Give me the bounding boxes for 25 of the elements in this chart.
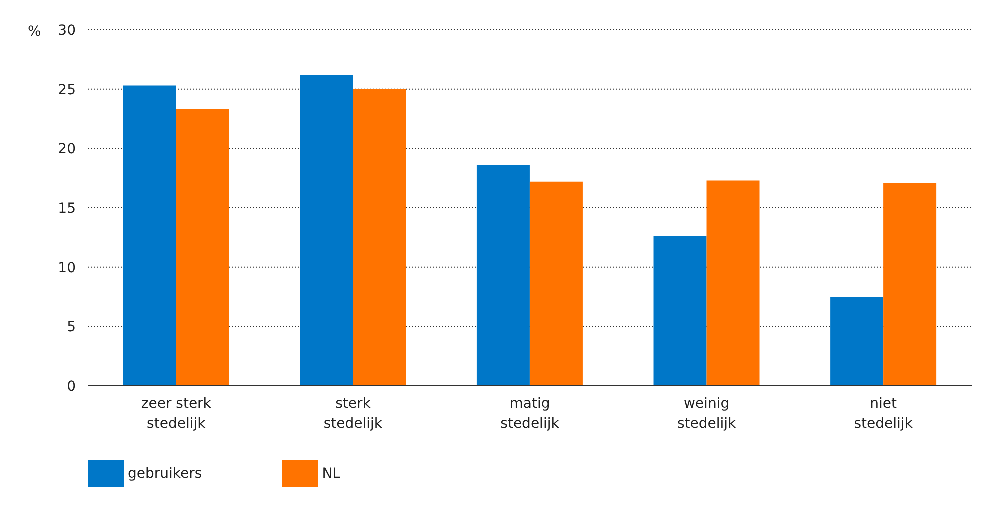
- y-tick-label: 10: [58, 260, 76, 276]
- legend-label: NL: [322, 466, 340, 482]
- bar: [884, 183, 937, 386]
- bar: [476, 165, 530, 386]
- bar: [654, 236, 707, 386]
- bar: [353, 89, 406, 386]
- legend-label: gebruikers: [128, 466, 202, 482]
- x-tick-label: matig stedelijk: [500, 396, 560, 432]
- x-tick-label: weinig stedelijk: [677, 396, 738, 432]
- y-tick-label: 15: [58, 200, 76, 217]
- y-tick-label: 20: [58, 142, 76, 158]
- bar: [123, 86, 176, 386]
- y-tick-label: 5: [67, 320, 76, 336]
- bar: [530, 182, 583, 386]
- y-tick-label: 30: [58, 22, 76, 39]
- bar: [830, 297, 884, 386]
- y-tick-label: 25: [58, 82, 76, 98]
- y-axis-title: %: [28, 24, 42, 40]
- bar: [300, 75, 354, 386]
- bar: [176, 110, 230, 386]
- y-tick-label: 0: [67, 378, 76, 395]
- x-tick-label: sterk stedelijk: [324, 396, 384, 432]
- x-tick-label: niet stedelijk: [854, 396, 914, 432]
- bar: [706, 180, 760, 386]
- x-tick-label: zeer sterk stedelijk: [141, 396, 212, 432]
